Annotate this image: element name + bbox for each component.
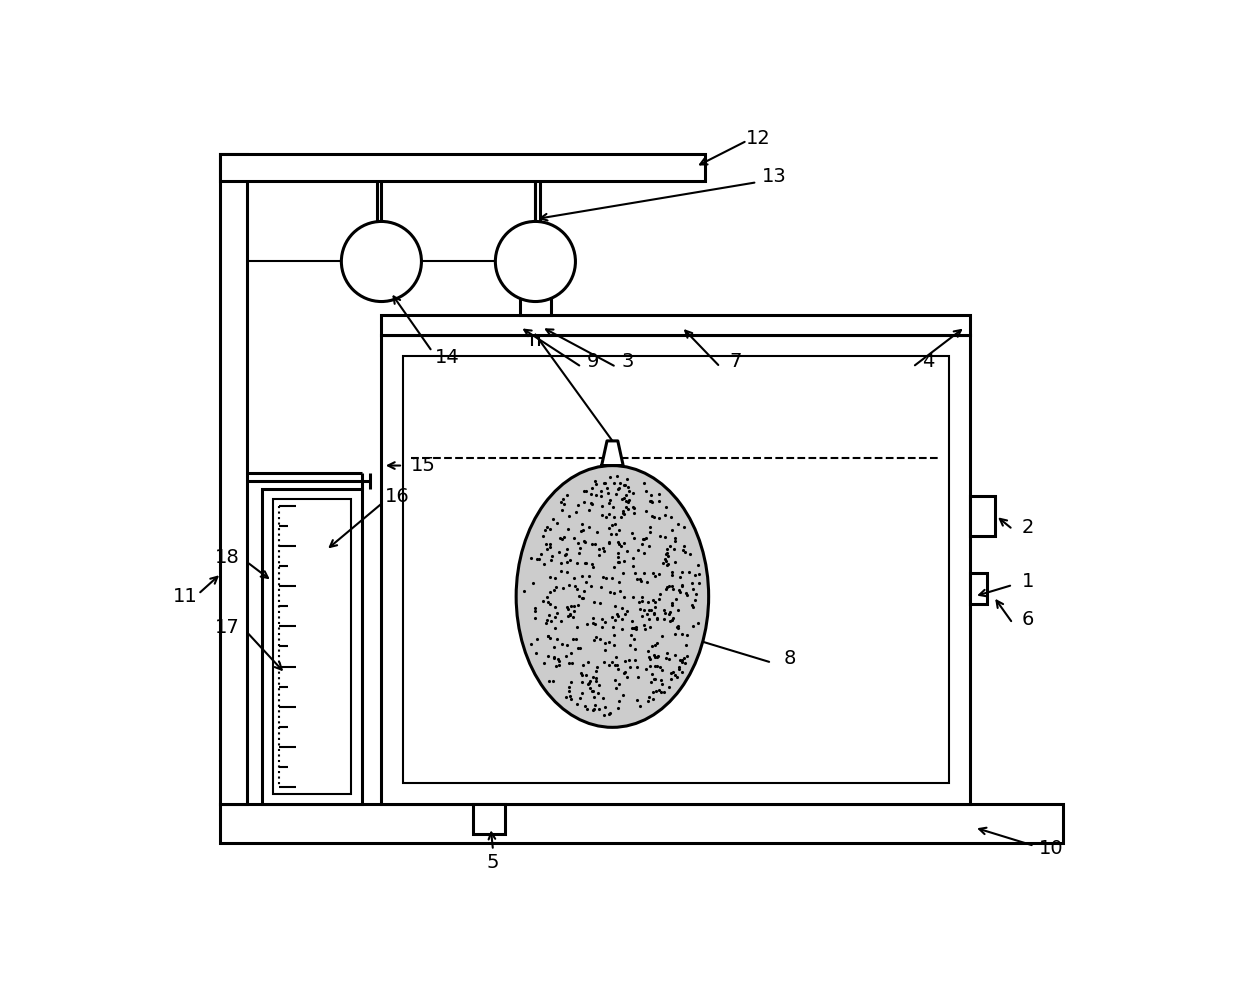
- Bar: [382, 315, 971, 334]
- Bar: [219, 805, 1063, 843]
- Text: 2: 2: [1022, 518, 1034, 537]
- Text: 14: 14: [434, 348, 459, 367]
- Text: 1: 1: [1022, 571, 1034, 590]
- Bar: [472, 805, 506, 833]
- Text: 6: 6: [1022, 610, 1034, 629]
- Text: 11: 11: [172, 587, 197, 606]
- Bar: [971, 573, 987, 604]
- Text: 7: 7: [729, 352, 742, 371]
- Circle shape: [341, 221, 422, 302]
- Bar: [382, 334, 971, 805]
- Bar: [273, 499, 351, 794]
- Text: 3: 3: [621, 352, 634, 371]
- Circle shape: [495, 221, 575, 302]
- Bar: [262, 489, 362, 805]
- Text: 12: 12: [746, 129, 771, 148]
- Text: 4: 4: [921, 352, 934, 371]
- Text: 18: 18: [215, 549, 239, 567]
- Text: 10: 10: [1039, 839, 1064, 858]
- Bar: [219, 154, 704, 181]
- Bar: [219, 154, 247, 805]
- Text: 15: 15: [412, 456, 436, 475]
- Text: 9: 9: [587, 352, 599, 371]
- Text: 13: 13: [761, 168, 786, 186]
- Bar: [971, 496, 994, 537]
- Text: 8: 8: [784, 649, 796, 668]
- Bar: [403, 356, 949, 783]
- Polygon shape: [601, 440, 624, 465]
- Text: 17: 17: [215, 618, 239, 637]
- Text: 16: 16: [384, 487, 409, 506]
- Text: 5: 5: [487, 852, 500, 872]
- Bar: [520, 289, 551, 315]
- Ellipse shape: [516, 465, 708, 727]
